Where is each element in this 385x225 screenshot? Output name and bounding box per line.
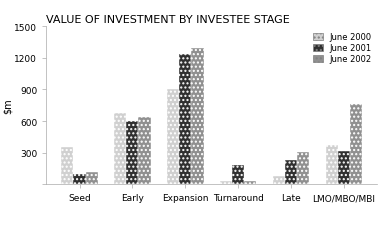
Legend: June 2000, June 2001, June 2002: June 2000, June 2001, June 2002: [311, 31, 373, 65]
Bar: [244, 181, 256, 184]
Bar: [139, 117, 151, 184]
Bar: [74, 174, 85, 184]
Bar: [126, 122, 139, 184]
Bar: [61, 148, 74, 184]
Bar: [338, 151, 350, 184]
Bar: [232, 166, 244, 184]
Text: VALUE OF INVESTMENT BY INVESTEE STAGE: VALUE OF INVESTMENT BY INVESTEE STAGE: [46, 15, 290, 25]
Bar: [179, 54, 191, 184]
Y-axis label: $m: $m: [3, 98, 13, 114]
Bar: [85, 172, 98, 184]
Bar: [273, 176, 285, 184]
Bar: [220, 181, 232, 184]
Bar: [326, 146, 338, 184]
Bar: [114, 113, 126, 184]
Bar: [167, 90, 179, 184]
Bar: [191, 49, 204, 184]
Bar: [350, 105, 362, 184]
Bar: [297, 152, 310, 184]
Bar: [285, 160, 297, 184]
